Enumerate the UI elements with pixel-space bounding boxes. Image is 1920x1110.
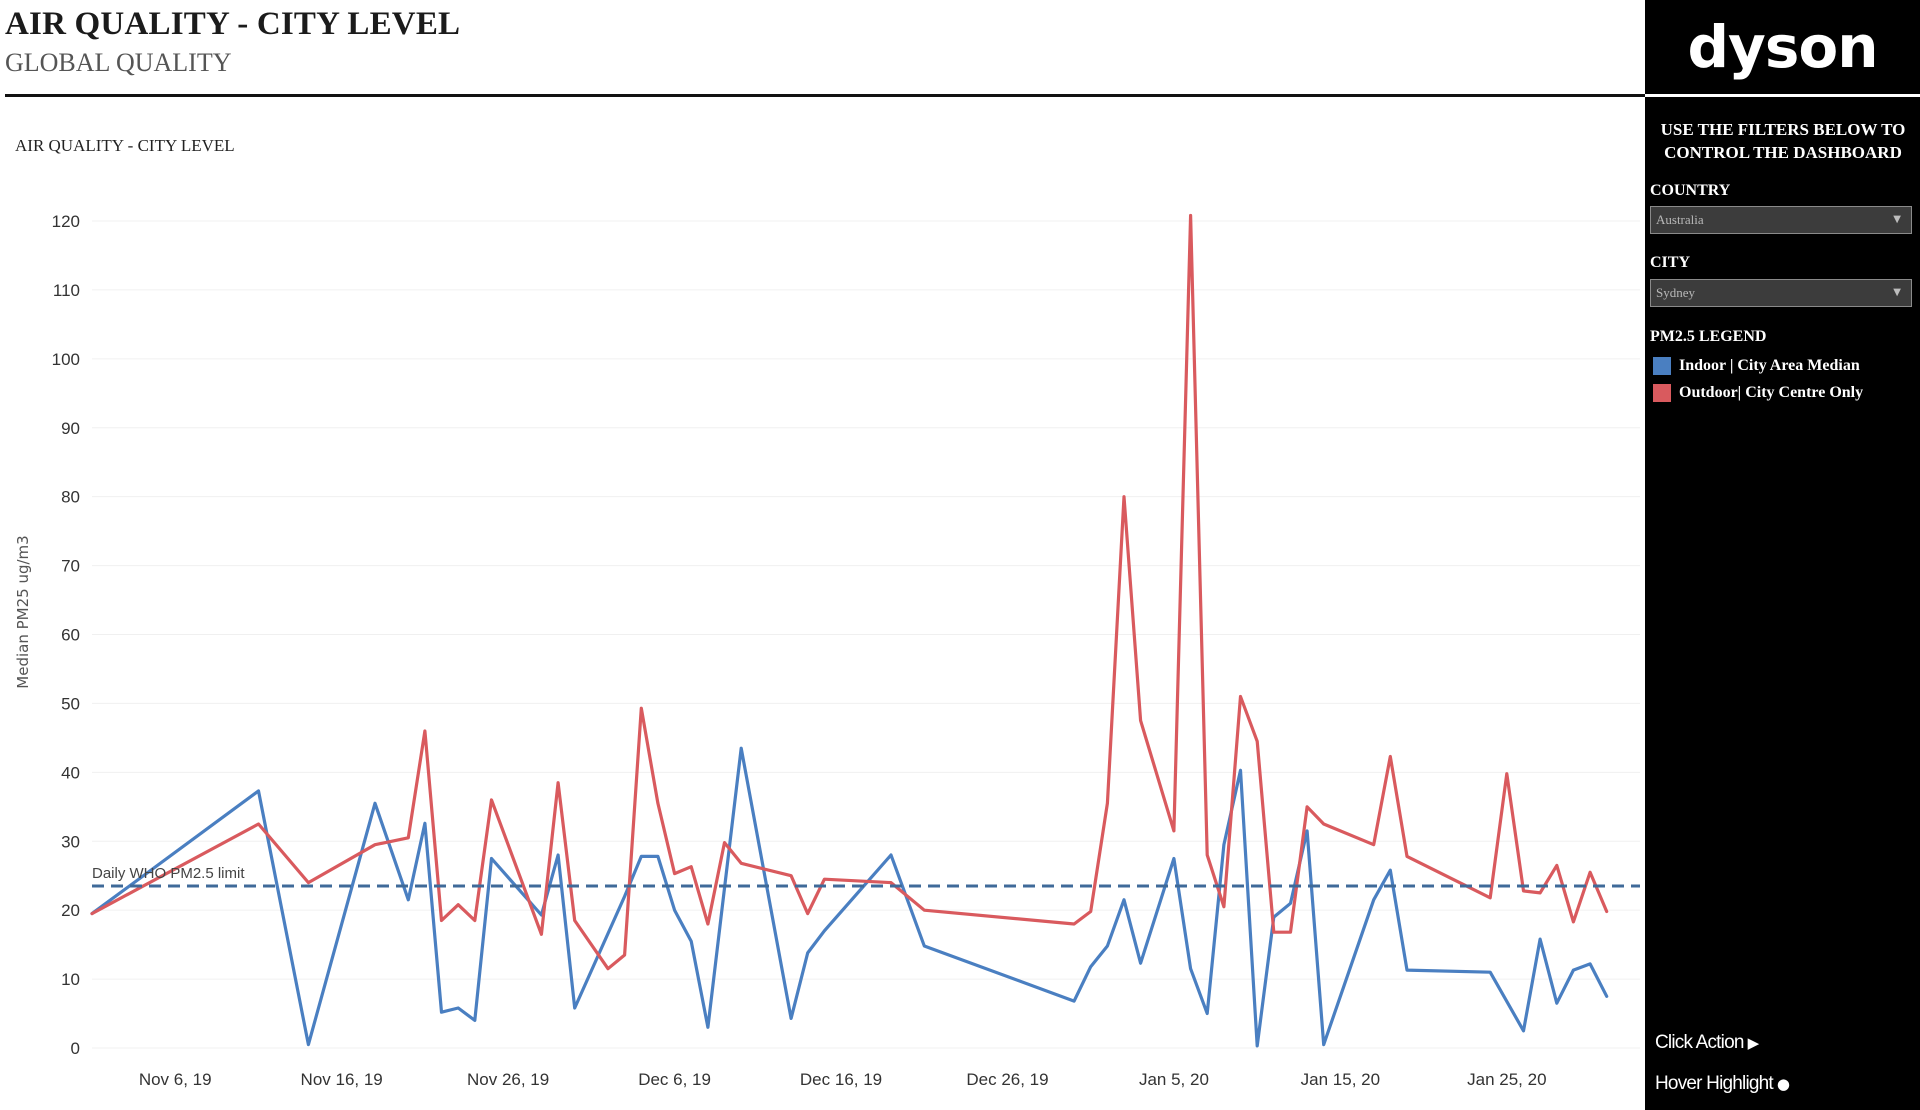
chart-grid <box>92 220 1640 1049</box>
series-line-outdoor[interactable] <box>90 213 1609 971</box>
x-tick-label: Jan 15, 20 <box>1301 1070 1380 1089</box>
y-tick-label: 0 <box>71 1039 80 1058</box>
play-icon: ▶ <box>1747 1034 1760 1052</box>
chevron-down-icon: ▼ <box>1893 287 1901 298</box>
y-axis-label: Median PM25 ug/m3 <box>14 535 32 688</box>
legend-swatch-indoor <box>1653 357 1671 375</box>
dot-icon: ● <box>1776 1075 1790 1093</box>
header-divider <box>5 94 1645 97</box>
y-tick-label: 20 <box>61 901 80 920</box>
click-action-label: Click Action <box>1655 1032 1744 1053</box>
logo-area: dyson <box>1645 0 1920 94</box>
filter-sidebar: dyson USE THE FILTERS BELOW TO CONTROL T… <box>1645 0 1920 1110</box>
y-tick-label: 80 <box>61 488 80 507</box>
city-select-value: Sydney <box>1656 285 1695 300</box>
y-tick-label: 90 <box>61 419 80 438</box>
legend-swatch-outdoor <box>1653 384 1671 402</box>
y-axis: 0 10 20 30 40 50 60 70 80 90 100 110 120 <box>52 212 80 1058</box>
y-tick-label: 10 <box>61 970 80 989</box>
x-tick-label: Jan 5, 20 <box>1139 1070 1209 1089</box>
dashboard-main: AIR QUALITY - CITY LEVEL GLOBAL QUALITY … <box>0 0 1645 1110</box>
city-filter-label: CITY <box>1650 254 1691 271</box>
who-limit-label: Daily WHO PM2.5 limit <box>92 865 245 882</box>
y-tick-label: 110 <box>53 281 80 300</box>
x-tick-label: Nov 26, 19 <box>467 1070 549 1089</box>
y-tick-label: 50 <box>61 694 80 713</box>
hover-highlight-label: Hover Highlight <box>1655 1073 1774 1094</box>
sidebar-divider <box>1645 94 1920 97</box>
y-tick-label: 60 <box>61 626 80 645</box>
y-tick-label: 40 <box>61 763 80 782</box>
x-tick-label: Jan 25, 20 <box>1467 1070 1546 1089</box>
click-action-toggle[interactable]: Click Action ▶ <box>1655 1032 1760 1054</box>
country-select-value: Australia <box>1656 212 1704 227</box>
country-select[interactable]: Australia ▼ <box>1650 206 1912 234</box>
y-tick-label: 100 <box>52 350 80 369</box>
y-tick-label: 70 <box>61 557 80 576</box>
dyson-logo: dyson <box>1687 13 1879 81</box>
chart-title: AIR QUALITY - CITY LEVEL <box>15 136 235 155</box>
chevron-down-icon: ▼ <box>1893 214 1901 225</box>
legend-label-indoor: Indoor | City Area Median <box>1679 357 1860 374</box>
hover-highlight-toggle[interactable]: Hover Highlight ● <box>1655 1073 1790 1095</box>
page-title: AIR QUALITY - CITY LEVEL <box>5 6 461 42</box>
x-tick-label: Dec 26, 19 <box>966 1070 1048 1089</box>
x-tick-label: Dec 6, 19 <box>638 1070 711 1089</box>
series-layer[interactable] <box>90 213 1609 1048</box>
x-tick-label: Nov 6, 19 <box>139 1070 212 1089</box>
x-tick-label: Dec 16, 19 <box>800 1070 882 1089</box>
legend-item-outdoor[interactable]: Outdoor| City Centre Only <box>1653 382 1863 404</box>
x-axis: Nov 6, 19 Nov 16, 19 Nov 26, 19 Dec 6, 19 De… <box>139 1070 1547 1089</box>
y-tick-label: 120 <box>52 212 80 231</box>
y-tick-label: 30 <box>61 832 80 851</box>
page-subtitle: GLOBAL QUALITY <box>5 48 232 77</box>
legend-item-indoor[interactable]: Indoor | City Area Median <box>1653 355 1860 377</box>
legend-title: PM2.5 LEGEND <box>1650 328 1767 345</box>
x-tick-label: Nov 16, 19 <box>301 1070 383 1089</box>
legend-label-outdoor: Outdoor| City Centre Only <box>1679 384 1864 401</box>
city-select[interactable]: Sydney ▼ <box>1650 279 1912 307</box>
filters-instructions: USE THE FILTERS BELOW TO CONTROL THE DAS… <box>1660 120 1906 162</box>
country-filter-label: COUNTRY <box>1650 182 1731 199</box>
series-line-indoor[interactable] <box>90 746 1609 1048</box>
